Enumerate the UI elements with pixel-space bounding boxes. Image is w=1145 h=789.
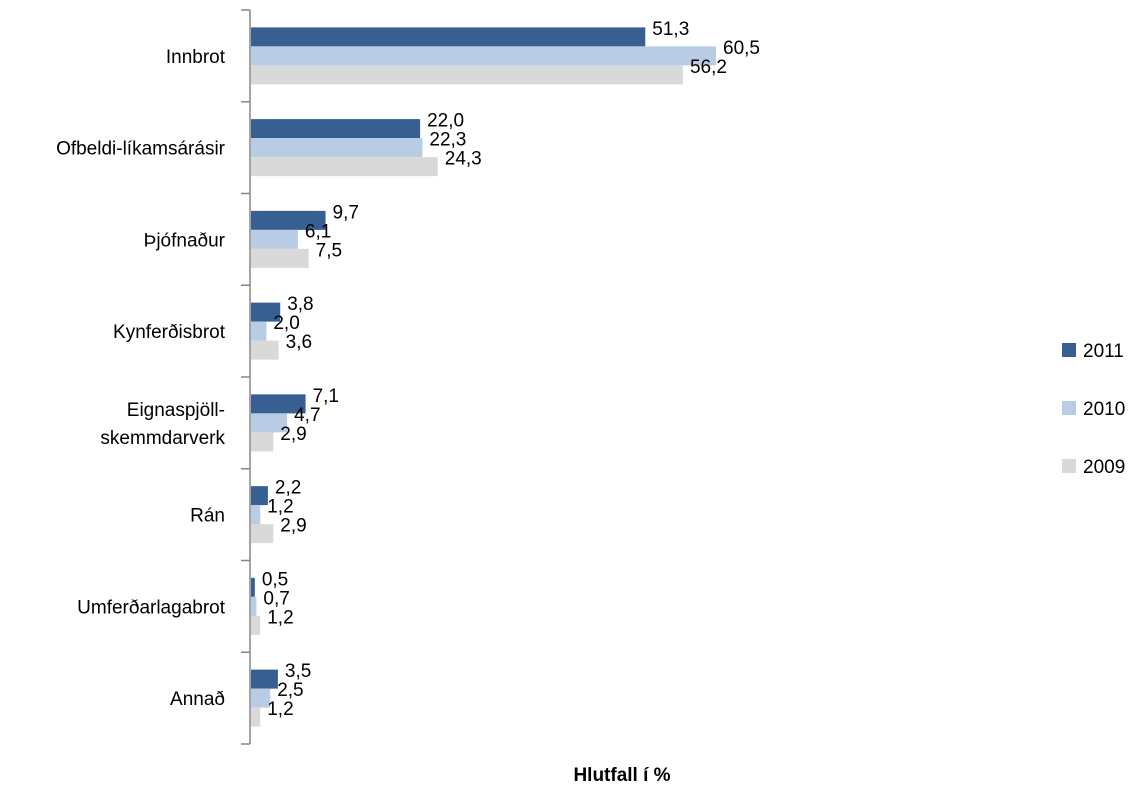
bar-2009	[251, 340, 279, 360]
bar-2009	[251, 432, 274, 452]
data-label-2009: 1,2	[267, 607, 293, 628]
bar-2010	[251, 46, 716, 66]
data-label-2009: 2,9	[280, 424, 306, 445]
data-label-2009: 2,9	[280, 516, 306, 537]
legend: 2011 2010 2009	[1062, 341, 1125, 478]
bar-2009	[251, 65, 683, 85]
bar-2010	[251, 505, 261, 525]
data-label-2011: 2,2	[275, 478, 301, 499]
data-label-2010: 0,7	[263, 588, 289, 609]
x-axis-label: Hlutfall í %	[573, 765, 670, 786]
bar-2011	[251, 27, 646, 47]
bar-2009	[251, 157, 438, 177]
data-label-2011: 9,7	[333, 202, 359, 223]
category-label: Þjófnaður	[144, 230, 226, 251]
category-label: Innbrot	[166, 47, 226, 68]
data-label-2010: 60,5	[723, 38, 760, 59]
data-label-2011: 22,0	[427, 111, 464, 132]
category-labels: Innbrot Ofbeldi-líkamsárásir Þjófnaður Kynf…	[56, 47, 226, 710]
bar-2010	[251, 688, 271, 708]
data-label-2010: 6,1	[305, 221, 331, 242]
bars	[251, 27, 716, 727]
bar-2011	[251, 210, 326, 230]
data-label-2011: 0,5	[262, 569, 288, 590]
bar-2010	[251, 138, 423, 158]
bar-2010	[251, 321, 267, 341]
legend-label-2011: 2011	[1083, 341, 1124, 362]
category-label: Ofbeldi-líkamsárásir	[56, 139, 226, 160]
bar-2011	[251, 577, 255, 597]
bar-2010	[251, 229, 298, 249]
category-label: Rán	[190, 506, 225, 527]
data-label-2011: 3,8	[287, 294, 313, 315]
category-label: Umferðarlagabrot	[77, 597, 226, 618]
bar-2011	[251, 394, 306, 414]
data-label-2010: 2,0	[273, 313, 299, 334]
data-label-2009: 56,2	[690, 57, 727, 78]
bar-2010	[251, 413, 288, 433]
data-label-2009: 7,5	[316, 240, 342, 261]
legend-swatch-2010	[1062, 401, 1076, 415]
data-label-2011: 3,5	[285, 661, 311, 682]
legend-label-2009: 2009	[1083, 457, 1125, 478]
category-label: Eignaspjöll-skemmdarverk	[100, 400, 225, 449]
data-label-2009: 24,3	[445, 149, 482, 170]
legend-swatch-2009	[1062, 459, 1076, 473]
bar-2009	[251, 248, 309, 268]
bar-2011	[251, 302, 281, 322]
bar-2009	[251, 707, 261, 727]
data-label-2010: 4,7	[294, 405, 320, 426]
bar-2011	[251, 486, 268, 506]
bar-2009	[251, 615, 261, 635]
legend-swatch-2011	[1062, 343, 1076, 357]
data-label-2011: 7,1	[313, 386, 339, 407]
value-labels: 51,360,556,222,022,324,39,76,17,53,82,03…	[262, 19, 760, 720]
legend-label-2010: 2010	[1083, 399, 1125, 420]
data-label-2009: 3,6	[286, 332, 312, 353]
data-label-2010: 2,5	[277, 680, 303, 701]
data-label-2009: 1,2	[267, 699, 293, 720]
category-label: Annað	[170, 689, 225, 710]
bar-2011	[251, 669, 278, 689]
category-label: Kynferðisbrot	[113, 322, 226, 343]
bar-2011	[251, 119, 421, 139]
bar-2009	[251, 524, 274, 544]
axis-ticks	[241, 9, 250, 745]
data-label-2010: 1,2	[267, 497, 293, 518]
bar-2010	[251, 596, 257, 616]
data-label-2010: 22,3	[429, 130, 466, 151]
data-label-2011: 51,3	[652, 19, 689, 40]
